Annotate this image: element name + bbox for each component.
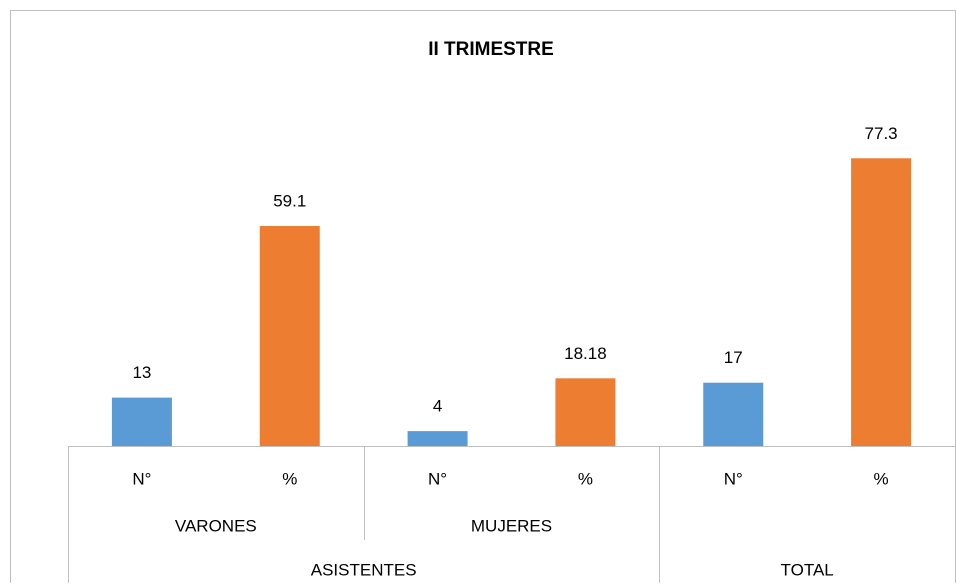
data-label: 17 <box>724 348 743 367</box>
x-tick-label: N° <box>132 469 151 488</box>
data-label: 4 <box>433 397 442 416</box>
chart-title: II TRIMESTRE <box>428 39 554 60</box>
bar <box>259 226 320 446</box>
chart-border <box>10 10 956 588</box>
data-label: 18.18 <box>564 344 607 363</box>
x-tick-label: N° <box>428 469 447 488</box>
bar <box>407 431 468 446</box>
x-tick-label: N° <box>724 469 743 488</box>
x-tick-label: % <box>578 469 593 488</box>
x-tick-label: % <box>874 469 889 488</box>
x-tick-label: % <box>282 469 297 488</box>
subgroup-label: MUJERES <box>471 516 552 535</box>
group-label: ASISTENTES <box>311 560 417 579</box>
data-label: 77.3 <box>865 124 898 143</box>
data-label: 13 <box>132 363 151 382</box>
subgroup-label: VARONES <box>175 516 257 535</box>
group-label: TOTAL <box>781 560 834 579</box>
bar <box>111 397 172 446</box>
bar <box>851 158 912 446</box>
bar <box>555 378 616 446</box>
data-label: 59.1 <box>273 192 306 211</box>
bar <box>703 382 764 446</box>
